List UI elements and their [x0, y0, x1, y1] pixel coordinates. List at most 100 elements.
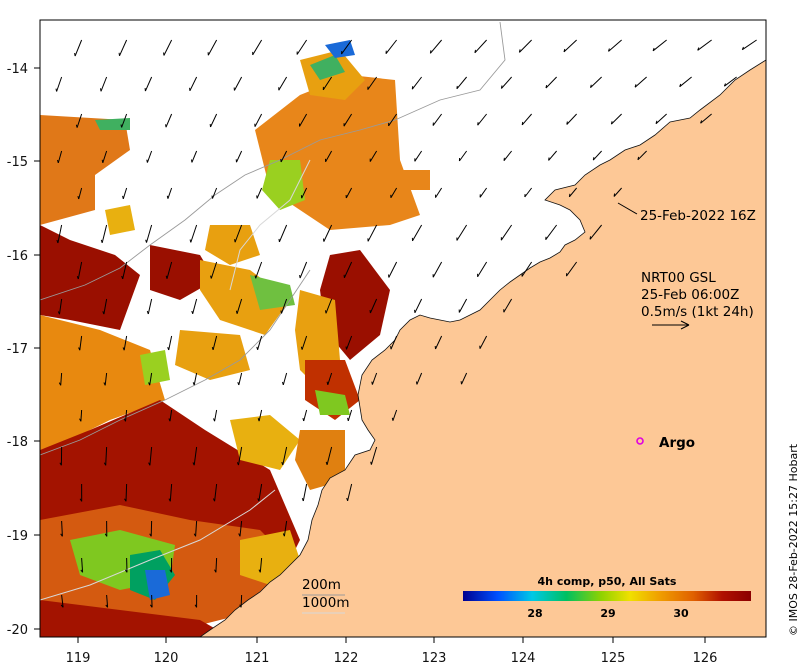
- current-vector: [214, 483, 218, 502]
- current-vector: [590, 76, 602, 88]
- current-vector: [369, 150, 378, 162]
- isobath-1000-label: 1000m: [302, 595, 350, 611]
- current-vector: [697, 39, 712, 51]
- current-vector-head: [257, 418, 260, 422]
- current-vector-head: [634, 84, 637, 88]
- current-vector-head: [168, 418, 171, 422]
- current-vector-head: [302, 417, 305, 422]
- current-vector: [414, 150, 423, 162]
- current-vector: [283, 520, 288, 537]
- current-vector: [388, 113, 398, 127]
- current-vector: [501, 76, 512, 89]
- current-vector: [163, 39, 173, 56]
- current-vector: [214, 409, 218, 422]
- current-vector: [76, 113, 83, 128]
- current-vector-head: [123, 418, 126, 422]
- current-vector: [233, 76, 243, 91]
- current-vector: [347, 409, 353, 422]
- current-vector: [341, 39, 353, 55]
- current-vector-head: [124, 498, 127, 502]
- current-vector-head: [697, 47, 700, 51]
- current-vector: [61, 520, 63, 537]
- current-vector-head: [58, 382, 62, 386]
- current-vector: [282, 446, 288, 466]
- current-vector-head: [55, 88, 58, 92]
- current-vector: [210, 261, 218, 279]
- current-vector-head: [77, 195, 80, 200]
- current-vector-head: [548, 157, 550, 161]
- current-vector-head: [100, 239, 103, 243]
- current-vector: [545, 224, 558, 240]
- current-vector: [254, 113, 263, 127]
- current-vector: [59, 298, 63, 315]
- current-vector: [168, 335, 173, 351]
- current-vector-head: [193, 533, 197, 537]
- current-vector-head: [165, 275, 168, 279]
- y-axis: -14 -15 -16 -17 -18 -19 -20: [7, 62, 40, 638]
- current-vector: [193, 446, 198, 466]
- colorbar-tick: 29: [600, 607, 615, 620]
- current-vector: [479, 187, 488, 198]
- current-vector: [103, 298, 108, 315]
- current-vector: [102, 150, 108, 163]
- current-vector-head: [345, 346, 347, 350]
- scale-arrow: [652, 320, 690, 330]
- current-vector-head: [474, 49, 476, 53]
- current-vector-head: [563, 48, 566, 53]
- y-tick-label: -20: [7, 623, 28, 638]
- current-vector: [479, 335, 488, 349]
- current-vector-head: [299, 275, 301, 279]
- current-vector: [101, 224, 108, 243]
- current-vector: [679, 76, 692, 88]
- current-vector: [461, 372, 468, 385]
- current-time-label: 25-Feb 06:00Z: [641, 287, 739, 303]
- argo-float-marker[interactable]: [636, 437, 644, 445]
- current-vector: [258, 483, 263, 502]
- current-vector-head: [213, 418, 216, 422]
- current-vector: [302, 483, 308, 502]
- current-vector: [146, 224, 153, 243]
- colorbar: 4h comp, p50, All Sats 28 29 30: [463, 575, 751, 620]
- x-tick-label: 126: [693, 651, 718, 666]
- current-vector-head: [236, 462, 239, 466]
- current-vector-head: [371, 381, 373, 385]
- current-vector-head: [592, 157, 595, 161]
- current-vector: [166, 261, 173, 279]
- current-vector: [238, 372, 243, 386]
- current-vector: [259, 557, 263, 573]
- current-vector-head: [79, 498, 83, 502]
- y-tick-label: -15: [7, 155, 28, 170]
- current-vector-head: [282, 533, 285, 537]
- current-vector-head: [148, 462, 151, 466]
- current-vector: [503, 150, 513, 162]
- current-vector: [343, 261, 353, 279]
- current-vector: [325, 298, 333, 314]
- current-vector-head: [60, 533, 63, 537]
- current-vector-head: [167, 347, 170, 351]
- current-vector: [146, 150, 153, 163]
- current-vector-head: [149, 533, 152, 537]
- current-vector: [742, 39, 757, 51]
- current-vector-head: [608, 48, 610, 52]
- current-vector: [255, 261, 263, 279]
- y-tick-label: -14: [7, 62, 28, 77]
- current-vector: [613, 187, 622, 197]
- current-vector: [563, 39, 577, 53]
- current-vector-head: [723, 83, 726, 87]
- current-vector: [144, 76, 153, 92]
- current-vector: [411, 76, 423, 90]
- current-vector: [370, 446, 378, 465]
- current-vector-head: [189, 239, 192, 243]
- current-vector-head: [370, 461, 372, 465]
- y-tick-label: -16: [7, 249, 28, 264]
- current-vector: [416, 372, 423, 385]
- current-vector-head: [211, 195, 213, 199]
- colorbar-tick: 28: [527, 607, 542, 620]
- current-vector-head: [280, 310, 282, 314]
- y-tick-label: -17: [7, 342, 28, 357]
- current-vector-head: [301, 498, 304, 502]
- current-vector-head: [57, 159, 59, 164]
- current-vector-head: [429, 50, 432, 54]
- current-vector-head: [79, 418, 82, 422]
- sst-field: [40, 40, 430, 637]
